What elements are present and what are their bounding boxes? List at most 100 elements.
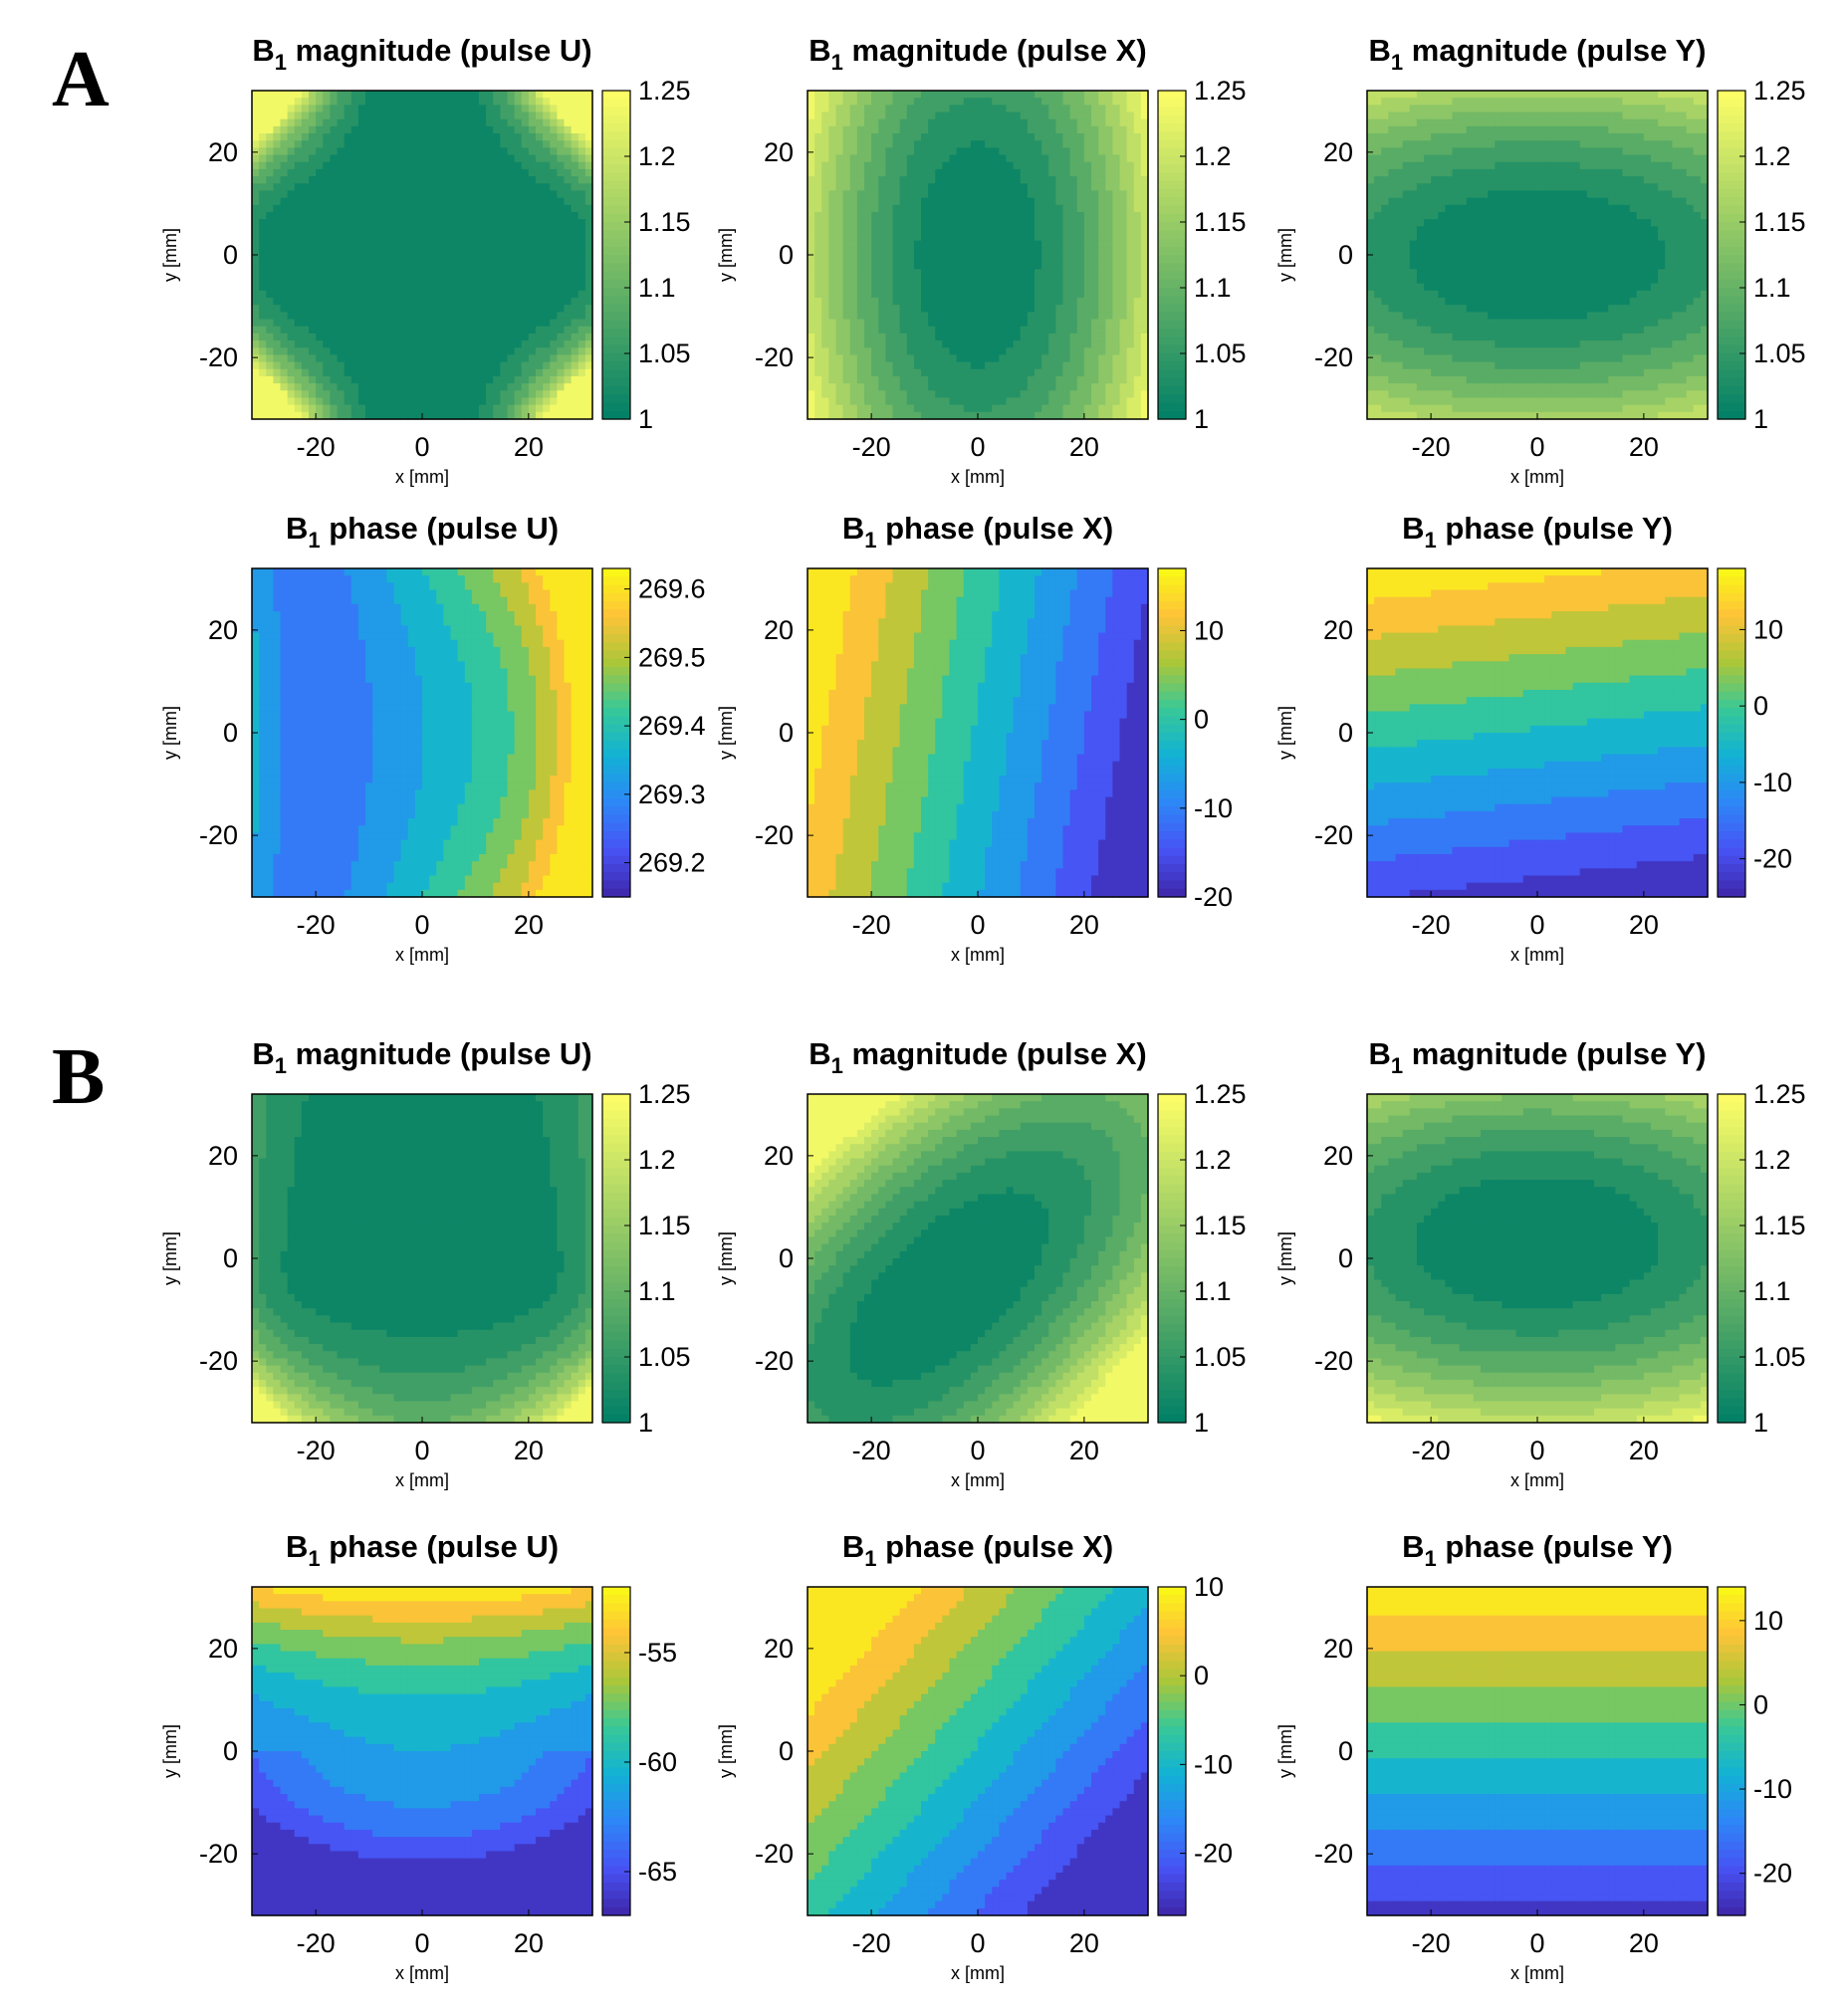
contour-cell <box>864 397 872 405</box>
contour-cell <box>500 162 508 170</box>
contour-cell <box>316 383 324 391</box>
contour-cell <box>443 147 451 155</box>
contour-cell <box>921 98 929 106</box>
contour-cell <box>408 241 416 249</box>
contour-cell <box>259 119 267 127</box>
contour-cell <box>252 347 260 355</box>
contour-cell <box>907 112 915 120</box>
contour-cell <box>950 305 958 313</box>
contour-cell <box>422 140 430 148</box>
contour-cell <box>479 98 487 106</box>
contour-cell <box>479 126 487 134</box>
contour-cell <box>1495 112 1502 120</box>
contour-cell <box>1120 312 1128 320</box>
contour-cell <box>1403 98 1411 106</box>
contour-cell <box>465 233 473 241</box>
contour-cell <box>1041 284 1049 292</box>
contour-cell <box>259 219 267 227</box>
contour-cell <box>295 376 303 384</box>
contour-cell <box>1573 140 1581 148</box>
contour-cell <box>295 305 303 313</box>
contour-cell <box>935 212 943 220</box>
contour-cell <box>921 277 929 285</box>
contour-cell <box>479 397 487 405</box>
contour-cell <box>351 291 359 299</box>
contour-cell <box>351 248 359 256</box>
contour-cell <box>458 233 466 241</box>
contour-cell <box>893 133 901 141</box>
contour-cell <box>871 277 879 285</box>
contour-cell <box>1084 327 1092 335</box>
contour-cell <box>1396 119 1404 127</box>
contour-cell <box>1127 269 1135 277</box>
contour-cell <box>578 155 586 163</box>
contour-cell <box>828 162 836 170</box>
contour-cell <box>1098 126 1106 134</box>
contour-cell <box>529 334 537 341</box>
contour-cell <box>394 91 402 99</box>
contour-cell <box>515 219 523 227</box>
contour-cell <box>422 226 430 234</box>
contour-cell <box>259 284 267 292</box>
contour-cell <box>900 305 908 313</box>
contour-cell <box>942 340 950 348</box>
contour-cell <box>522 354 530 362</box>
contour-cell <box>900 119 908 127</box>
contour-cell <box>885 119 893 127</box>
contour-cell <box>1028 162 1036 170</box>
contour-cell <box>415 140 423 148</box>
contour-cell <box>295 269 303 277</box>
contour-cell <box>978 205 986 213</box>
contour-cell <box>885 126 893 134</box>
contour-cell <box>964 183 972 191</box>
contour-cell <box>500 155 508 163</box>
contour-cell <box>394 183 402 191</box>
contour-cell <box>1474 119 1482 127</box>
contour-cell <box>1007 133 1015 141</box>
contour-cell <box>1460 91 1468 99</box>
contour-cell <box>1516 98 1524 106</box>
contour-cell <box>557 312 565 320</box>
contour-cell <box>950 312 958 320</box>
contour-cell <box>808 162 815 170</box>
contour-cell <box>1098 291 1106 299</box>
contour-cell <box>309 219 317 227</box>
contour-cell <box>557 305 565 313</box>
contour-cell <box>957 376 965 384</box>
contour-cell <box>302 334 310 341</box>
contour-cell <box>1070 354 1078 362</box>
contour-cell <box>422 354 430 362</box>
contour-cell <box>281 183 289 191</box>
contour-cell <box>295 405 303 413</box>
contour-cell <box>914 284 922 292</box>
contour-cell <box>372 334 380 341</box>
contour-cell <box>836 334 844 341</box>
contour-cell <box>907 262 915 270</box>
contour-cell <box>415 362 423 370</box>
contour-cell <box>885 312 893 320</box>
contour-cell <box>1070 155 1078 163</box>
contour-cell <box>1021 269 1029 277</box>
contour-cell <box>1445 112 1453 120</box>
contour-cell <box>323 312 331 320</box>
contour-cell <box>273 91 281 99</box>
contour-cell <box>273 269 281 277</box>
contour-cell <box>309 98 317 106</box>
contour-cell <box>1028 190 1036 198</box>
contour-cell <box>828 112 836 120</box>
contour-cell <box>893 305 901 313</box>
contour-cell <box>565 219 573 227</box>
contour-cell <box>864 169 872 177</box>
contour-cell <box>1651 133 1659 141</box>
contour-cell <box>486 298 494 306</box>
contour-cell <box>1091 354 1099 362</box>
contour-cell <box>828 340 836 348</box>
contour-cell <box>828 383 836 391</box>
contour-cell <box>942 98 950 106</box>
contour-cell <box>401 269 409 277</box>
colorbar-tick-label: 1.05 <box>638 338 691 368</box>
contour-cell <box>443 362 451 370</box>
contour-cell <box>443 248 451 256</box>
contour-cell <box>1134 147 1142 155</box>
contour-cell <box>1608 112 1616 120</box>
